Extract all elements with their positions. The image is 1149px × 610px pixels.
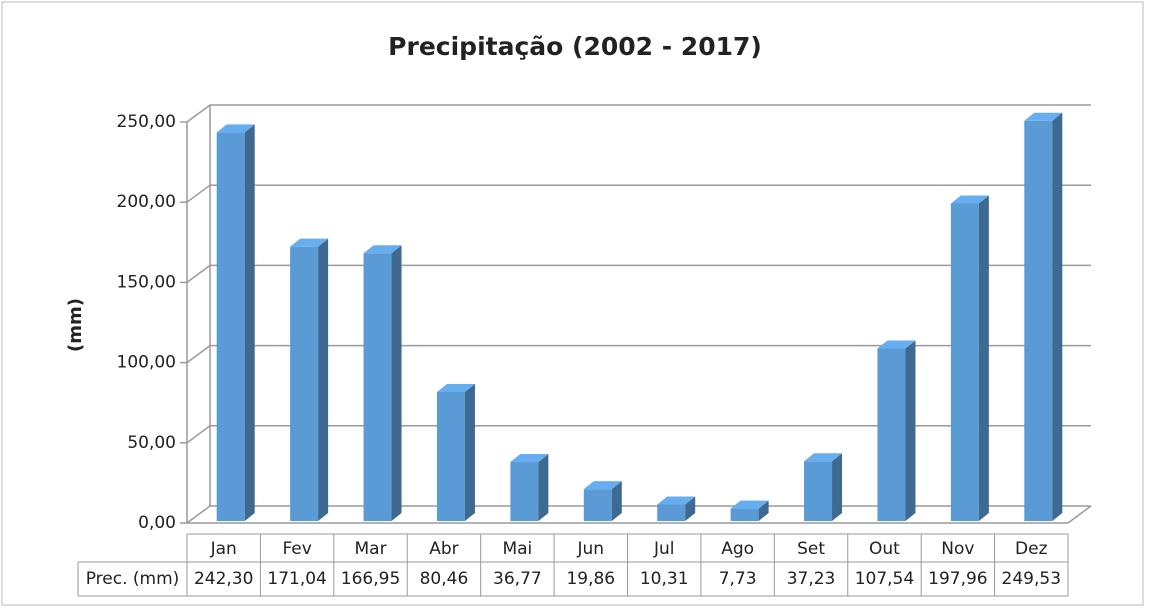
x-tick-label: Set (797, 539, 825, 559)
bar (583, 481, 622, 521)
bar (804, 453, 843, 521)
grid-line (186, 425, 1091, 444)
x-tick-label: Mai (502, 539, 532, 559)
data-label: 242,30 (194, 569, 253, 589)
data-label: 80,46 (420, 569, 469, 589)
data-label: 36,77 (493, 569, 542, 589)
bar-top (950, 195, 989, 204)
bar-front (877, 348, 906, 521)
bar-front (730, 508, 759, 521)
bar-side (1052, 112, 1063, 522)
bar-top (216, 124, 255, 133)
x-tick-label: Out (869, 539, 900, 559)
bar (436, 383, 475, 521)
bar-front (363, 253, 392, 521)
bar-front (804, 461, 833, 521)
bar (1024, 112, 1063, 522)
data-label: 107,54 (855, 569, 914, 589)
y-tick-label: 0,00 (138, 513, 176, 533)
bar-side (978, 195, 989, 521)
grid-line (186, 505, 1091, 524)
chart-title: Precipitação (2002 - 2017) (388, 32, 762, 61)
x-tick-label: Jan (210, 539, 237, 559)
bar-side (832, 453, 843, 521)
bar (510, 454, 549, 521)
data-label: 171,04 (267, 569, 326, 589)
bar-side (611, 481, 622, 521)
y-tick-label: 150,00 (117, 272, 176, 292)
bar (657, 496, 696, 521)
grid-line (186, 264, 1091, 284)
data-label: 10,31 (640, 569, 689, 589)
bar-side (244, 124, 255, 521)
bar (950, 195, 989, 521)
data-label: 37,23 (787, 569, 836, 589)
y-tick-label: 50,00 (127, 433, 176, 453)
bar-front (950, 203, 979, 521)
bar-top (583, 481, 622, 490)
bar-front (583, 489, 612, 521)
y-tick-label: 200,00 (117, 192, 176, 212)
bar-top (877, 340, 916, 349)
bar-side (318, 238, 329, 521)
y-tick-label: 100,00 (117, 353, 176, 373)
data-label: 19,86 (566, 569, 615, 589)
bar-front (1024, 120, 1053, 522)
bar-side (758, 500, 769, 521)
bar (877, 340, 916, 521)
x-tick-label: Abr (429, 539, 458, 559)
bar (216, 124, 255, 521)
bar-top (290, 238, 329, 247)
data-label: 166,95 (341, 569, 400, 589)
bar-front (510, 462, 539, 521)
bar-top (436, 383, 475, 392)
bar (290, 238, 329, 521)
bar-side (685, 496, 696, 521)
legend-label: Prec. (mm) (86, 569, 180, 589)
x-tick-label: Dez (1015, 539, 1048, 559)
bar (363, 245, 402, 521)
bar-front (290, 246, 319, 521)
grid-line (186, 344, 1091, 364)
grid-line (186, 104, 1091, 123)
floor-edge (1067, 505, 1092, 524)
bar-top (657, 496, 696, 505)
bar-side (391, 245, 402, 521)
bar-front (436, 391, 465, 521)
y-axis-label: (mm) (65, 298, 86, 352)
bar-side (464, 383, 475, 521)
bar (730, 500, 769, 521)
bar-side (538, 454, 549, 521)
x-tick-label: Jun (577, 539, 605, 559)
data-label: 7,73 (719, 569, 757, 589)
x-tick-label: Ago (721, 539, 754, 559)
y-tick-label: 250,00 (117, 112, 176, 132)
grid-line (186, 184, 1091, 203)
x-tick-label: Fev (282, 539, 311, 559)
data-label: 249,53 (1002, 569, 1061, 589)
bar-top (363, 245, 402, 254)
x-tick-label: Mar (355, 539, 387, 559)
x-tick-label: Jul (653, 539, 675, 559)
bar-top (1024, 112, 1063, 121)
bar-front (657, 504, 686, 521)
bar-side (905, 340, 916, 521)
bar-top (510, 454, 549, 463)
x-tick-label: Nov (941, 539, 974, 559)
bar-top (730, 500, 769, 509)
data-label: 197,96 (928, 569, 987, 589)
bar-front (216, 132, 245, 521)
bar-top (804, 453, 843, 462)
